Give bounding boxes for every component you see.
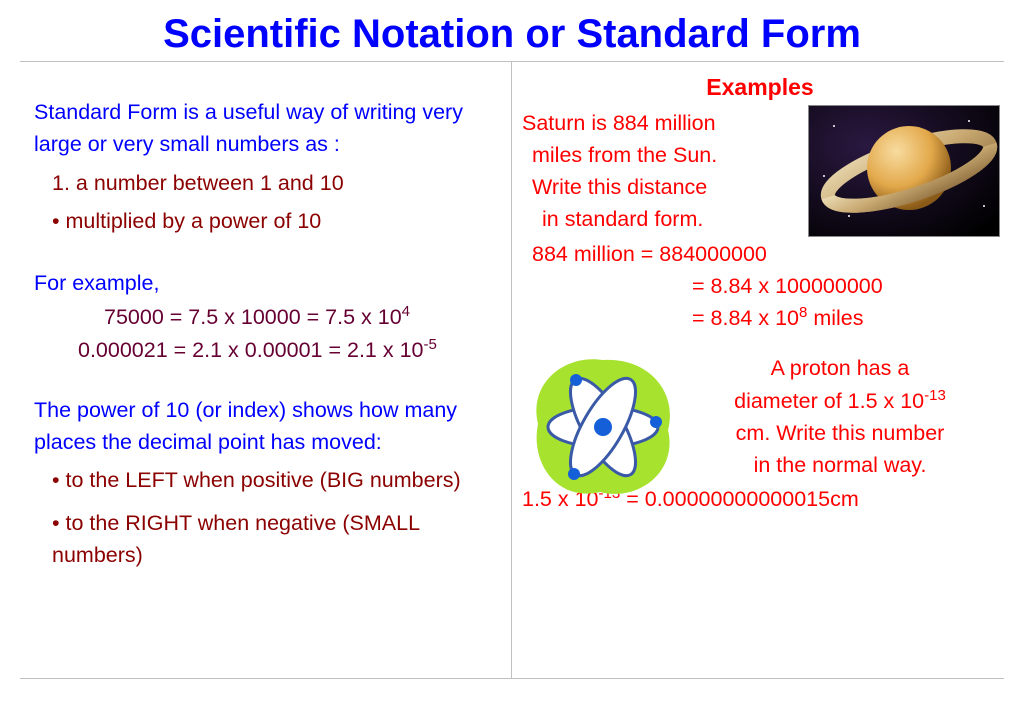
- saturn-line-4: in standard form.: [522, 203, 802, 235]
- page: Scientific Notation or Standard Form Sta…: [0, 0, 1024, 725]
- saturn-example: Saturn is 884 million miles from the Sun…: [522, 107, 998, 335]
- right-column: Examples Saturn is 884 million miles fro…: [512, 62, 1004, 678]
- bullet-icon: •: [52, 209, 60, 233]
- saturn-eq-3: = 8.84 x 108 miles: [522, 302, 998, 334]
- saturn-eq-2: = 8.84 x 100000000: [522, 270, 998, 302]
- proton-line-2a: diameter of 1.5 x 10: [734, 389, 924, 413]
- rule-left: • to the LEFT when positive (BIG numbers…: [34, 464, 501, 496]
- content-panels: Standard Form is a useful way of writing…: [20, 61, 1004, 679]
- rule-right-text: to the RIGHT when negative (SMALL number…: [52, 511, 419, 567]
- proton-line-1: A proton has a: [682, 352, 998, 384]
- rule-1: 1. a number between 1 and 10: [34, 167, 501, 199]
- proton-line-2-exp: -13: [924, 386, 946, 403]
- rule-2: • multiplied by a power of 10: [34, 205, 501, 237]
- example-2: 0.000021 = 2.1 x 0.00001 = 2.1 x 10-5: [34, 334, 501, 366]
- saturn-eq-1: 884 million = 884000000: [522, 238, 998, 270]
- example-2-body: 0.000021 = 2.1 x 0.00001 = 2.1 x 10: [78, 338, 423, 362]
- rule-left-text: to the LEFT when positive (BIG numbers): [66, 468, 461, 492]
- page-title: Scientific Notation or Standard Form: [20, 12, 1004, 57]
- saturn-line-3: Write this distance: [522, 171, 802, 203]
- example-1-exp: 4: [402, 303, 410, 320]
- saturn-question: Saturn is 884 million miles from the Sun…: [522, 107, 802, 236]
- proton-question: A proton has a diameter of 1.5 x 10-13 c…: [682, 352, 998, 481]
- for-example-label: For example,: [34, 267, 501, 299]
- saturn-eq-3-b: miles: [807, 306, 863, 330]
- proton-line-3: cm. Write this number: [682, 417, 998, 449]
- example-1-body: 75000 = 7.5 x 10000 = 7.5 x 10: [104, 305, 402, 329]
- proton-line-2: diameter of 1.5 x 10-13: [682, 385, 998, 417]
- bullet-icon: •: [52, 468, 60, 492]
- atom-icon: [528, 352, 678, 502]
- rule-2-text: multiplied by a power of 10: [66, 209, 322, 233]
- example-1: 75000 = 7.5 x 10000 = 7.5 x 104: [34, 301, 501, 333]
- example-2-exp: -5: [423, 335, 436, 352]
- saturn-eq-3-a: = 8.84 x 10: [692, 306, 799, 330]
- bullet-icon: •: [52, 511, 60, 535]
- proton-line-4: in the normal way.: [682, 449, 998, 481]
- examples-header: Examples: [522, 70, 998, 105]
- power-explain: The power of 10 (or index) shows how man…: [34, 394, 501, 459]
- proton-example: A proton has a diameter of 1.5 x 10-13 c…: [522, 352, 998, 522]
- intro-text: Standard Form is a useful way of writing…: [34, 96, 501, 161]
- saturn-icon: [808, 105, 1000, 237]
- rule-right: • to the RIGHT when negative (SMALL numb…: [34, 507, 501, 572]
- left-column: Standard Form is a useful way of writing…: [20, 62, 512, 678]
- saturn-line-2: miles from the Sun.: [522, 139, 802, 171]
- saturn-line-1: Saturn is 884 million: [522, 107, 802, 139]
